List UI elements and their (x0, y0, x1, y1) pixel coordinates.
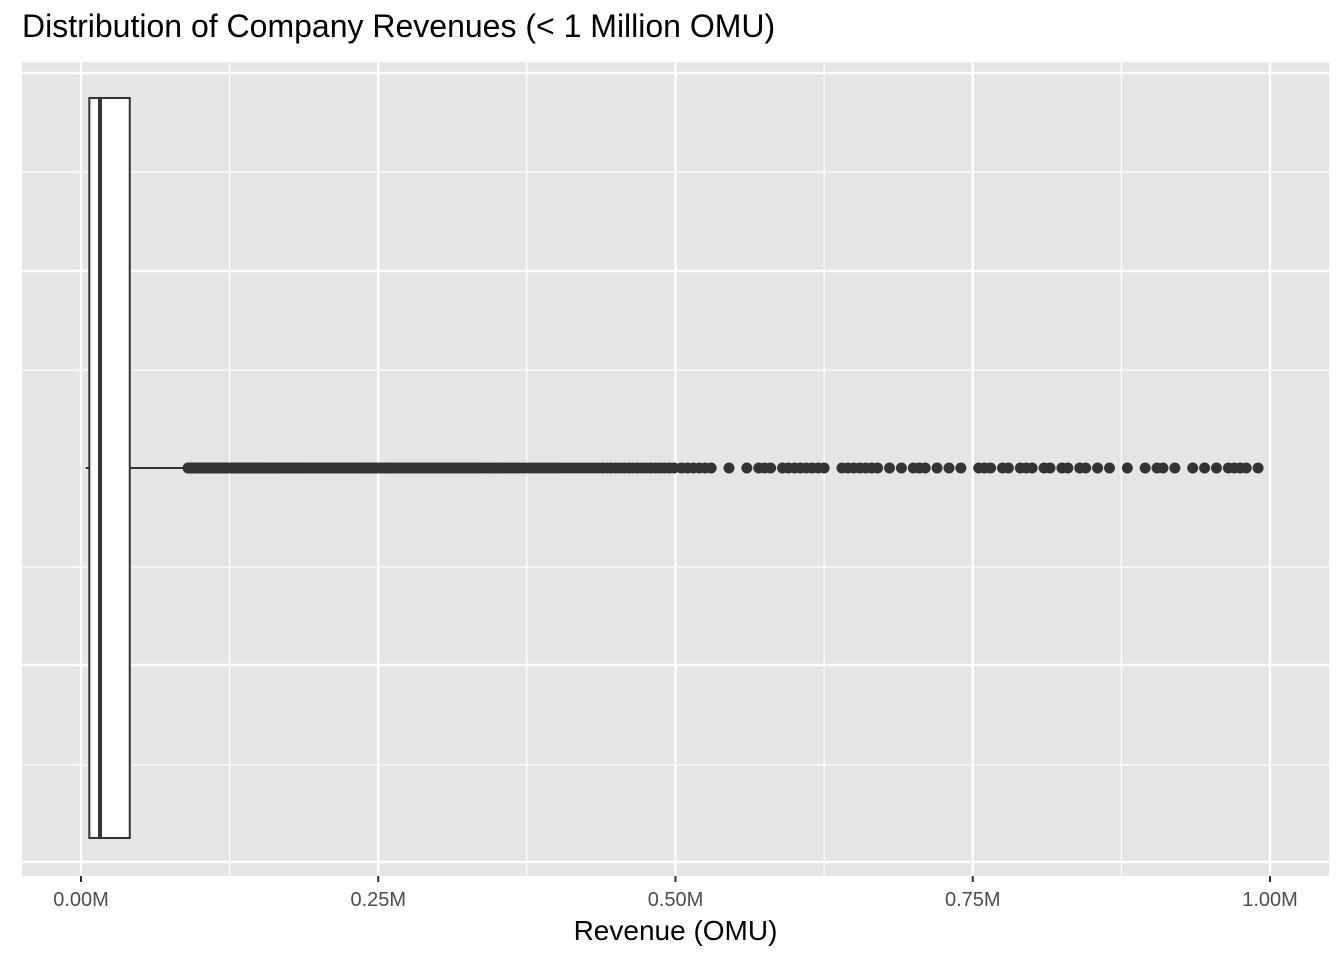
outlier-point (1103, 462, 1115, 474)
outlier-point (1026, 462, 1038, 474)
outlier-point (1139, 462, 1151, 474)
outlier-point (723, 462, 735, 474)
outlier-point (1240, 462, 1252, 474)
outlier-point (1092, 462, 1104, 474)
outlier-point (1252, 462, 1264, 474)
chart-title: Distribution of Company Revenues (< 1 Mi… (22, 8, 776, 44)
outlier-point (1187, 462, 1199, 474)
x-tick-label: 0.75M (945, 889, 1001, 911)
outlier-point (1157, 462, 1169, 474)
outlier-point (943, 462, 955, 474)
outlier-point (1062, 462, 1074, 474)
outlier-point (1210, 462, 1222, 474)
outlier-point (741, 462, 753, 474)
outlier-point (919, 462, 931, 474)
outlier-point (1169, 462, 1181, 474)
outlier-point (705, 462, 717, 474)
outlier-point (955, 462, 967, 474)
outlier-point (1044, 462, 1056, 474)
outlier-point (895, 462, 907, 474)
outlier-point (1080, 462, 1092, 474)
outlier-point (931, 462, 943, 474)
outlier-point (1002, 462, 1014, 474)
box-iqr (88, 97, 131, 839)
outlier-point (765, 462, 777, 474)
outlier-point (872, 462, 884, 474)
outlier-point (1121, 462, 1133, 474)
outlier-points (182, 462, 1264, 474)
x-axis-ticks: 0.00M 0.25M 0.50M 0.75M 1.00M (53, 876, 1298, 911)
x-tick-label: 1.00M (1242, 889, 1298, 911)
major-grid (22, 62, 1329, 876)
boxplot-group (85, 97, 186, 839)
x-tick-label: 0.00M (53, 889, 109, 911)
outlier-point (884, 462, 896, 474)
x-tick-label: 0.25M (350, 889, 406, 911)
outlier-point (818, 462, 830, 474)
outlier-point (1199, 462, 1211, 474)
x-axis-title: Revenue (OMU) (574, 915, 778, 946)
outlier-point (985, 462, 997, 474)
x-tick-label: 0.50M (648, 889, 704, 911)
